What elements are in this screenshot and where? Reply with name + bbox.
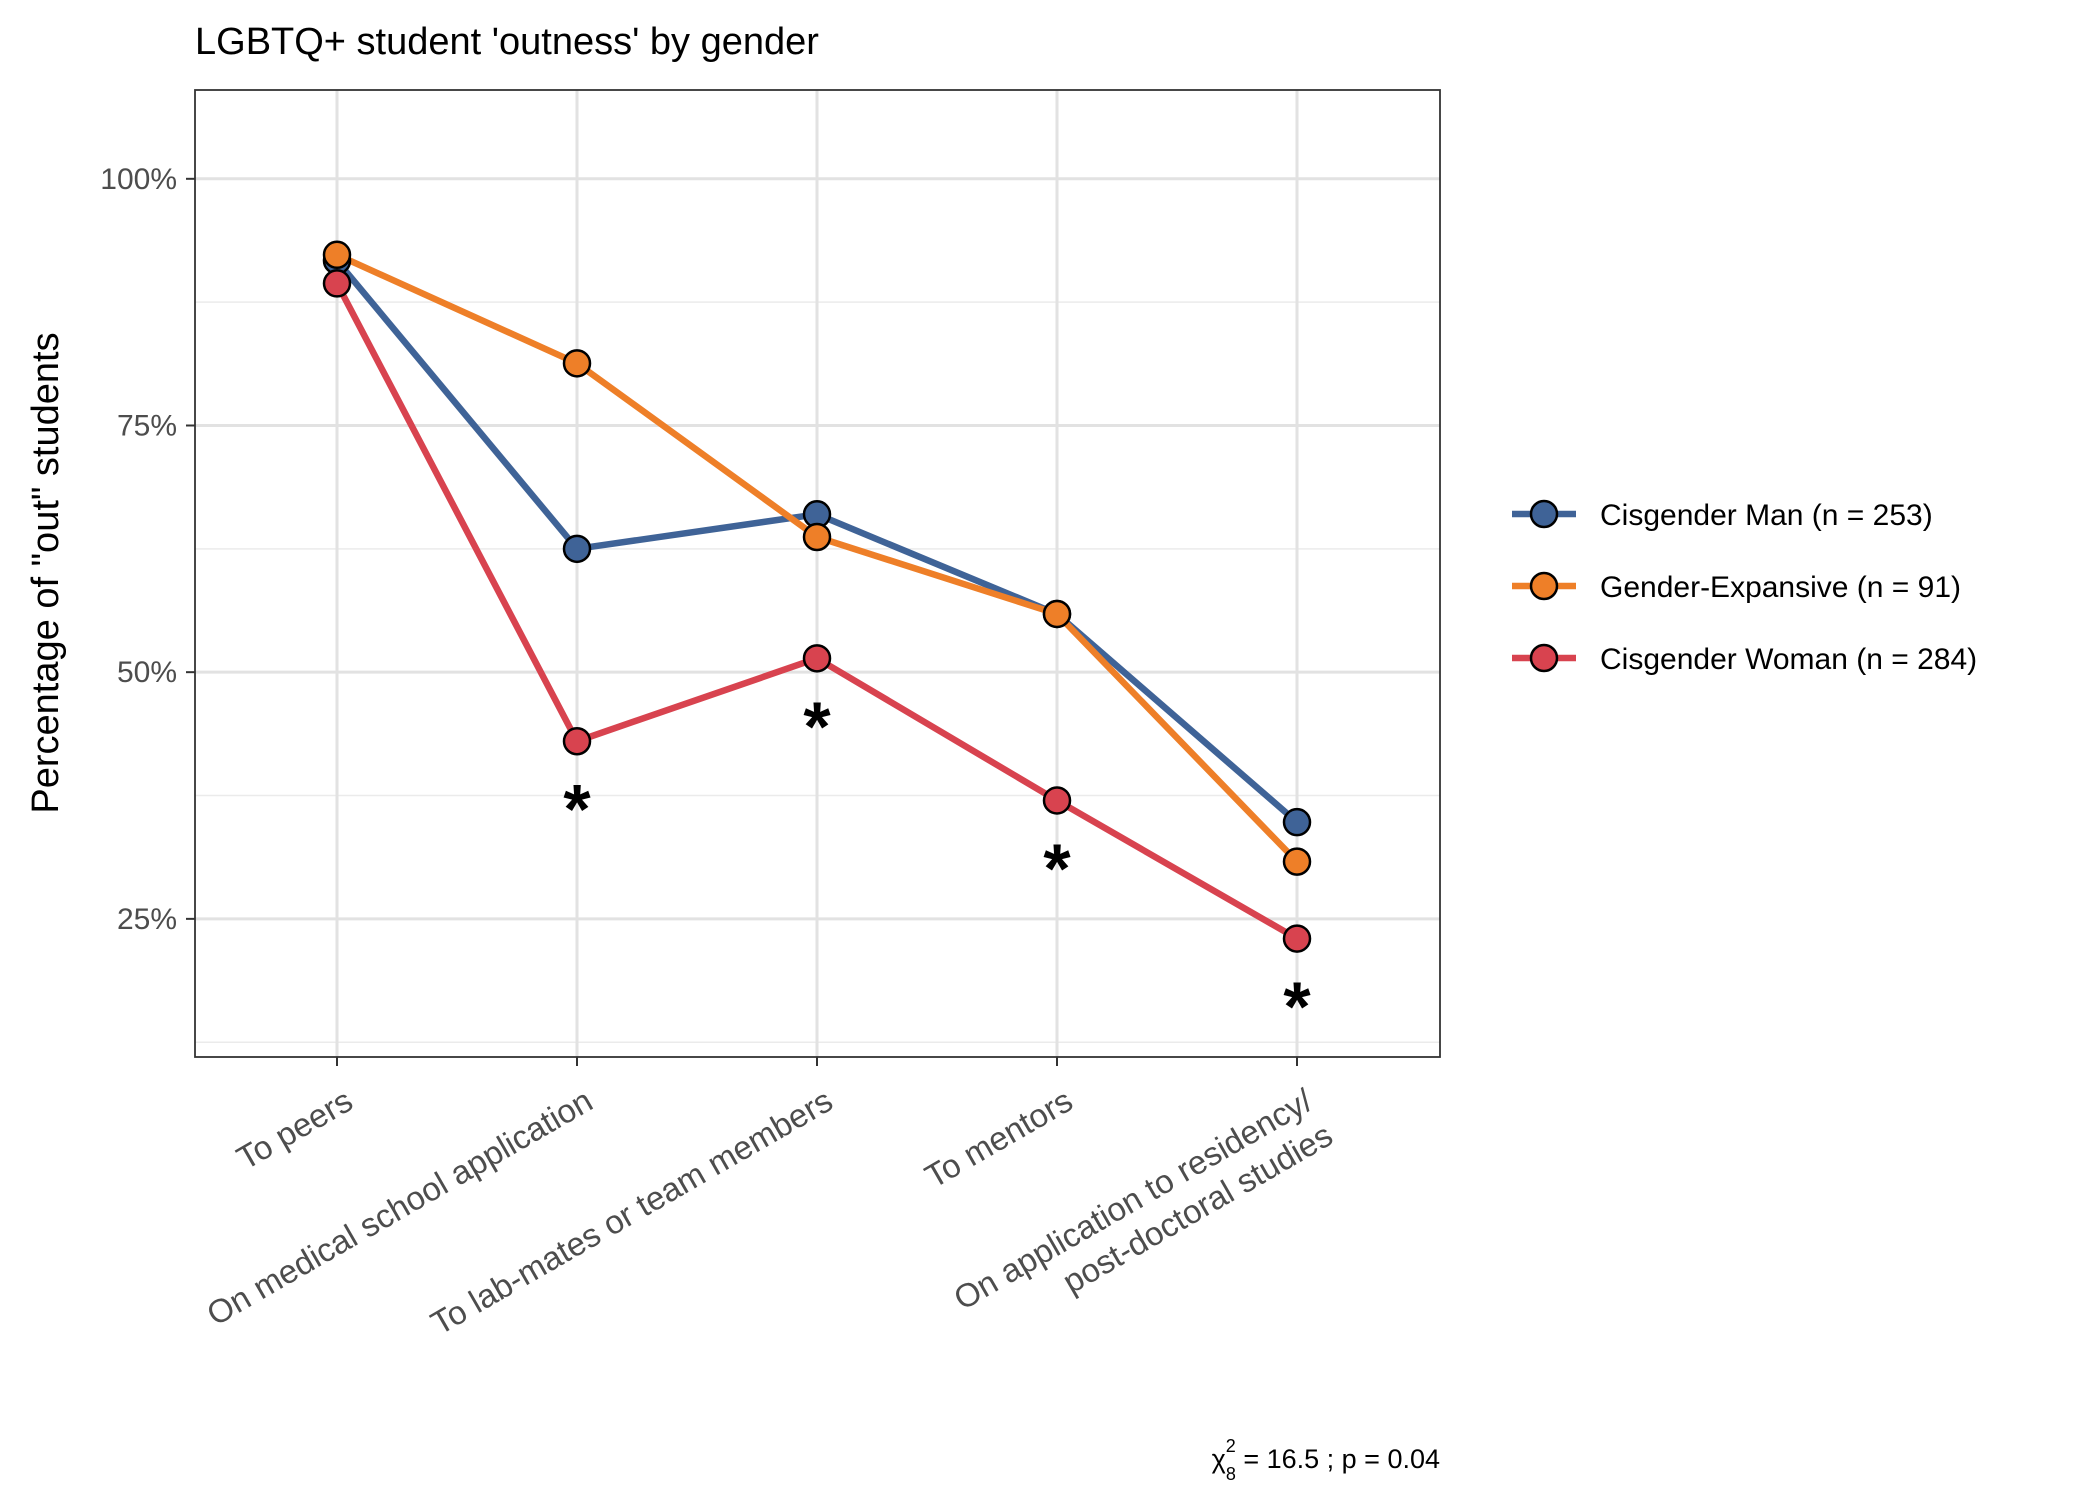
legend-label: Cisgender Man (n = 253) (1600, 499, 1933, 532)
legend-key-point (1529, 643, 1559, 673)
x-tick-label: On medical school application (200, 1081, 598, 1332)
legend-key-point (1529, 499, 1559, 529)
data-point-1-2 (802, 522, 832, 552)
significance-markers: * * * * (563, 687, 1311, 1045)
data-point-0-1 (562, 534, 592, 564)
data-point-2-1 (562, 726, 592, 756)
chart-title: LGBTQ+ student 'outness' by gender (195, 21, 819, 63)
chi-value: = 16.5 ; p = 0.04 (1236, 1444, 1440, 1474)
data-point-2-4 (1282, 924, 1312, 953)
data-point-2-0 (322, 269, 352, 298)
chi-subscript: 8 (1226, 1464, 1236, 1484)
chi-square-annotation: χ2 8 = 16.5 ; p = 0.04 (1212, 1436, 1440, 1484)
series-lines (322, 240, 1312, 953)
data-point-2-2 (802, 644, 832, 673)
data-point-1-0 (322, 240, 352, 270)
y-tick-label: 75% (117, 409, 177, 442)
y-axis: 25% 50% 75% 100% (100, 163, 195, 936)
significance-star: * (1283, 968, 1311, 1046)
y-tick-label: 25% (117, 903, 177, 936)
data-point-1-3 (1042, 599, 1072, 629)
x-tick-label: To mentors (919, 1081, 1079, 1195)
legend-label: Cisgender Woman (n = 284) (1600, 643, 1977, 676)
data-point-2-3 (1042, 786, 1072, 815)
significance-star: * (803, 687, 831, 765)
data-point-1-1 (562, 349, 592, 378)
chi-superscript: 2 (1226, 1436, 1236, 1456)
significance-star: * (563, 770, 591, 848)
y-tick-label: 50% (117, 656, 177, 689)
data-point-0-4 (1282, 807, 1312, 837)
legend-label: Gender-Expansive (n = 91) (1600, 571, 1961, 604)
significance-star: * (1043, 829, 1071, 907)
y-axis-title: Percentage of "out" students (25, 332, 67, 813)
data-point-1-4 (1282, 847, 1312, 876)
legend-key-point (1529, 571, 1559, 601)
legend: Cisgender Man (n = 253) Gender-Expansive … (1512, 499, 1977, 676)
x-tick-label: To peers (230, 1081, 358, 1176)
y-tick-label: 100% (100, 163, 177, 196)
chi-symbol: χ (1212, 1444, 1226, 1474)
x-tick-label: To lab-mates or team members (425, 1081, 839, 1341)
